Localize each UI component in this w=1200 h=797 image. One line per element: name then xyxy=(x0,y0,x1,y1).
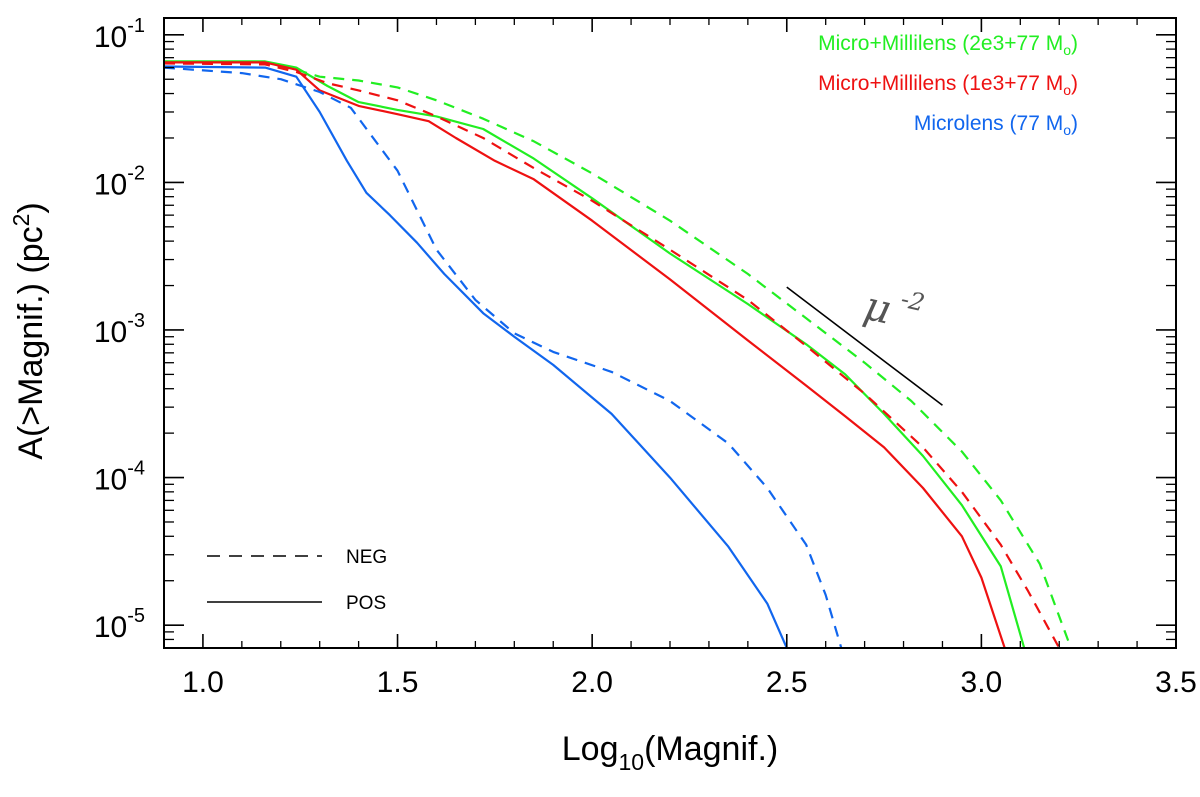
y-tick-label: 10-4 xyxy=(94,458,145,497)
series-line-1 xyxy=(164,61,1072,648)
x-tick-label: 1.0 xyxy=(182,666,224,699)
x-tick-label: 3.5 xyxy=(1155,666,1197,699)
series-layer xyxy=(164,60,1072,648)
y-tick-label: 10-1 xyxy=(94,15,145,54)
y-axis-label: A(>Magnif.) (pc2) xyxy=(8,202,50,459)
legend-entry-1: Micro+Millilens (1e3+77 Mo) xyxy=(818,72,1078,98)
x-axis-label: Log10(Magnif.) xyxy=(562,730,778,775)
series-line-4 xyxy=(164,65,788,648)
y-tick-label: 10-3 xyxy=(94,310,145,349)
axis-ticks: 1.0 1.5 2.0 2.5 3.0 3.5 10-1 10-2 10-3 10-4 10-5 xyxy=(94,15,1197,699)
slope-annotation: μ -2 xyxy=(786,277,943,406)
slope-annotation-label: μ -2 xyxy=(860,277,928,341)
series-line-5 xyxy=(164,66,843,648)
line-style-legend: NEG POS xyxy=(207,547,387,614)
x-tick-label: 2.5 xyxy=(766,666,808,699)
x-tick-label: 3.0 xyxy=(961,666,1003,699)
legend-entry-2: Microlens (77 Mo) xyxy=(914,112,1078,138)
x-tick-label: 1.5 xyxy=(377,666,419,699)
x-tick-label: 2.0 xyxy=(571,666,613,699)
series-line-3 xyxy=(164,62,1061,648)
legend-entry-0: Micro+Millilens (2e3+77 Mo) xyxy=(818,32,1078,58)
slope-reference-line xyxy=(786,286,943,406)
y-tick-label: 10-5 xyxy=(94,605,145,644)
legend: Micro+Millilens (2e3+77 Mo) Micro+Millile… xyxy=(818,32,1078,138)
style-legend-label-1: POS xyxy=(346,593,386,614)
series-line-2 xyxy=(164,61,1006,648)
style-legend-label-0: NEG xyxy=(346,547,387,568)
y-tick-label: 10-2 xyxy=(94,162,145,201)
series-line-0 xyxy=(164,60,1026,648)
